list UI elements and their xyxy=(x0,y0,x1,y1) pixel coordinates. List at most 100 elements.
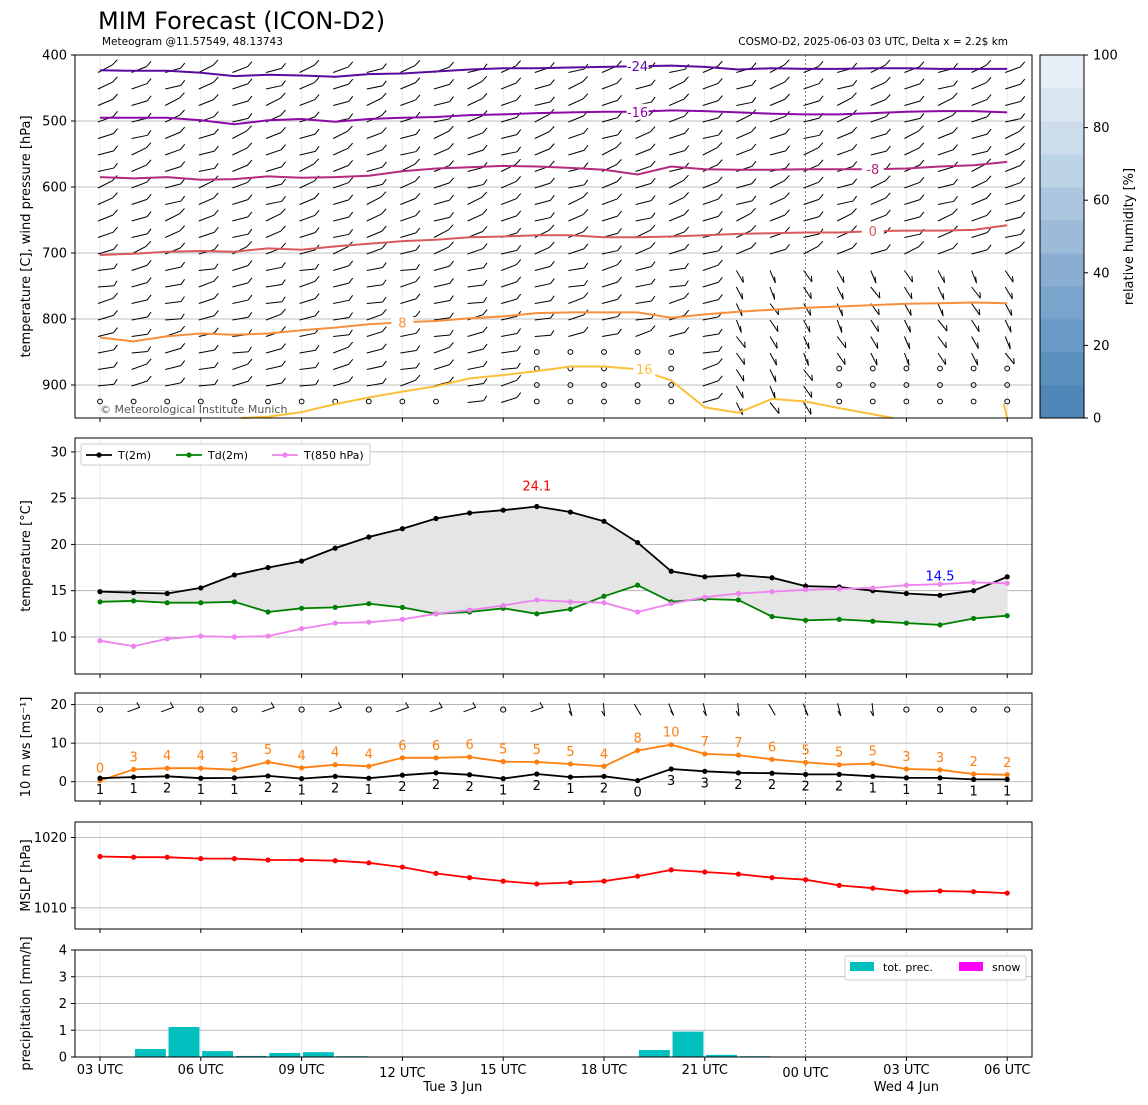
gust-value-label: 3 xyxy=(129,750,137,765)
wind-barb xyxy=(601,193,622,205)
isotherm-line xyxy=(99,301,1008,343)
wind-barb xyxy=(131,358,152,370)
gust-value-label: 8 xyxy=(633,731,641,746)
gust-point xyxy=(131,766,137,772)
wind-barb xyxy=(299,227,320,238)
precip-bar xyxy=(302,1052,334,1057)
wind-barb xyxy=(971,175,992,189)
wind-barb xyxy=(366,262,387,271)
gust-value-label: 3 xyxy=(902,750,910,765)
wind-barb xyxy=(837,242,858,255)
wind-speed-point xyxy=(500,776,506,782)
wind-barb xyxy=(400,60,421,73)
wind-barb xyxy=(467,343,488,354)
wind-speed-value-label: 2 xyxy=(533,779,541,794)
wind-barb xyxy=(333,211,354,222)
wind-barb xyxy=(836,92,857,106)
wind-barb xyxy=(332,241,353,255)
wind-speed-value-label: 2 xyxy=(163,781,171,796)
calm-wind-marker xyxy=(668,382,675,388)
wind-barb xyxy=(400,193,421,205)
wind-barb xyxy=(433,342,454,354)
colorbar-swatch xyxy=(1040,286,1084,320)
t850-point xyxy=(299,626,305,632)
wind-barb xyxy=(97,128,118,139)
legend-marker xyxy=(186,452,192,458)
wind-barb xyxy=(467,326,488,337)
wind-barb xyxy=(937,178,958,189)
wind-barb xyxy=(333,160,354,172)
wind-barb xyxy=(601,141,622,156)
wind-barb xyxy=(366,161,387,172)
wind-barb xyxy=(702,276,723,288)
t850-point xyxy=(97,638,103,644)
wind-barb xyxy=(937,127,958,139)
wind-barb xyxy=(467,243,488,255)
wind-barb xyxy=(429,702,443,713)
colorbar-tick-label: 0 xyxy=(1093,412,1101,427)
mslp-point xyxy=(769,875,775,881)
wind-barb xyxy=(769,175,790,189)
wind-barb xyxy=(333,260,354,271)
wind-barb xyxy=(366,309,387,321)
isotherm-label: 8 xyxy=(398,316,406,331)
wind-barb xyxy=(534,312,555,321)
calm-wind-marker xyxy=(164,398,171,405)
gust-line xyxy=(99,743,1008,782)
wind-barb xyxy=(803,303,812,316)
wind-barb xyxy=(501,345,521,354)
precip-bar xyxy=(168,1027,200,1057)
wind-barb xyxy=(568,703,573,717)
wind-speed-value-label: 2 xyxy=(432,778,440,793)
mslp-point xyxy=(467,875,473,881)
calm-wind-marker xyxy=(96,706,104,713)
legend-swatch-precip xyxy=(850,962,874,971)
t2m-point xyxy=(433,515,439,522)
wind-barb xyxy=(165,278,185,288)
wind-barb xyxy=(501,293,522,304)
wind-barb xyxy=(769,319,779,332)
gust-value-label: 2 xyxy=(1003,756,1011,771)
wind-barb xyxy=(198,209,219,222)
wind-barb xyxy=(366,360,387,370)
gust-point xyxy=(702,751,708,757)
wind-barb xyxy=(131,277,152,288)
wind-barb xyxy=(735,270,744,283)
wind-frame xyxy=(74,692,1033,802)
calm-wind-marker xyxy=(936,706,944,713)
wind-barb xyxy=(165,360,186,370)
isotherm-label-bg xyxy=(861,161,884,178)
wind-barb xyxy=(433,260,454,271)
wind-barb xyxy=(836,270,845,283)
legend-swatch-snow xyxy=(959,962,983,971)
wind-barb xyxy=(702,159,723,172)
t2m-point xyxy=(1004,574,1010,580)
wind-barb xyxy=(501,129,522,139)
wind-barb xyxy=(265,92,286,106)
wind-barb xyxy=(568,179,589,189)
wind-barb xyxy=(635,261,656,271)
wind-barb xyxy=(971,244,992,255)
mslp-point xyxy=(668,867,674,873)
td2m-point xyxy=(836,616,842,622)
wind-speed-point xyxy=(265,773,271,779)
wind-barb xyxy=(669,292,690,304)
wind-barb xyxy=(299,192,320,205)
wind-barb xyxy=(299,344,320,354)
wind-barb xyxy=(433,241,454,255)
wind-barb xyxy=(736,79,757,90)
wind-barb xyxy=(903,303,912,316)
precip-bar xyxy=(202,1051,234,1057)
gust-value-label: 5 xyxy=(835,746,843,761)
gust-point xyxy=(635,747,641,754)
wind-barb xyxy=(904,177,925,189)
wind-barb xyxy=(769,402,780,414)
wind-barb xyxy=(97,209,118,222)
time-tick-label: 12 UTC xyxy=(379,1066,425,1081)
wind-barb xyxy=(635,195,656,205)
wind-barb xyxy=(366,80,387,90)
wind-barb xyxy=(400,77,421,90)
wind-barb xyxy=(400,345,421,354)
wind-barb xyxy=(433,78,454,90)
